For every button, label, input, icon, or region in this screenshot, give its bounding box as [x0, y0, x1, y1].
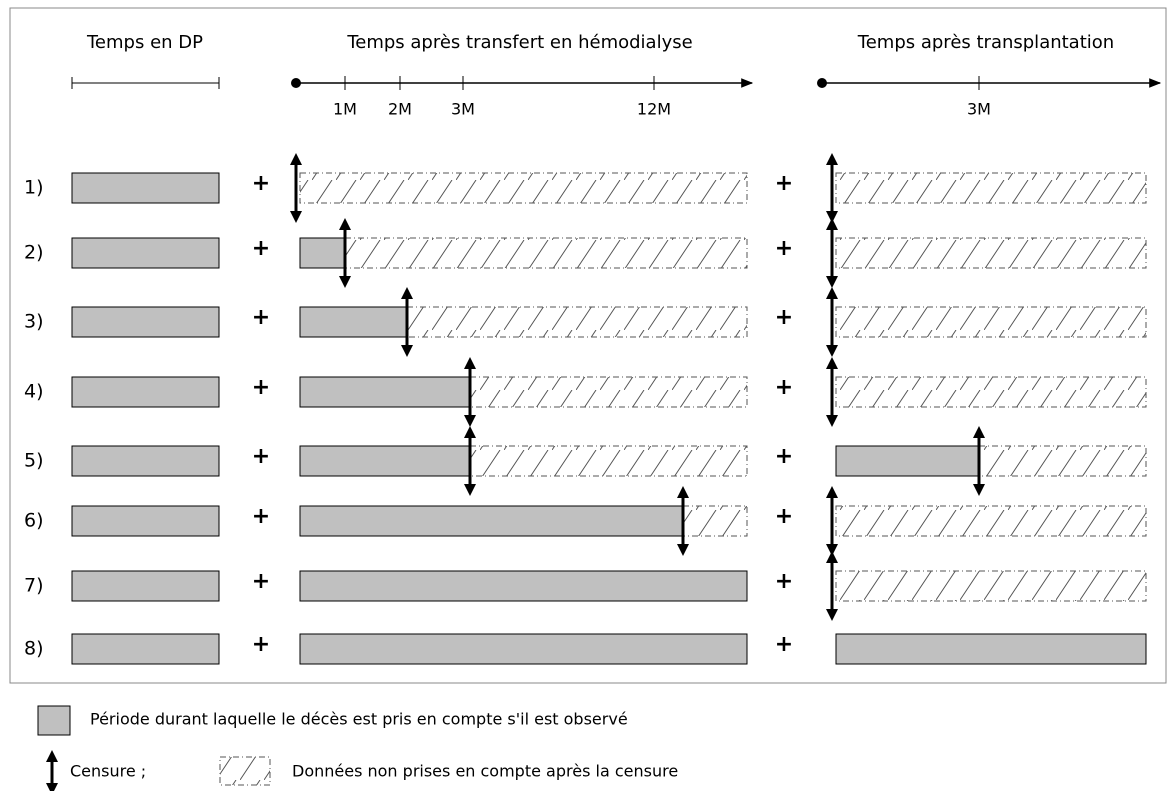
legend-text: Données non prises en compte après la ce… [292, 762, 678, 781]
operator: + [775, 171, 793, 196]
ignored-bar [978, 445, 1147, 477]
header: Temps en DP [86, 32, 203, 53]
dp-bar [71, 445, 220, 477]
tx-axis [817, 78, 1162, 88]
operator: + [252, 236, 270, 261]
dp-bar [71, 172, 220, 204]
ignored-bar [835, 237, 1147, 269]
row-label: 4) [24, 381, 44, 403]
row-label: 6) [24, 510, 44, 532]
ignored-bar [682, 505, 748, 537]
operator: + [252, 375, 270, 400]
observed-bar [299, 445, 471, 477]
operator: + [775, 305, 793, 330]
operator: + [252, 632, 270, 657]
ignored-bar [835, 172, 1147, 204]
operator: + [252, 171, 270, 196]
dp-bar [71, 306, 220, 338]
operator: + [775, 632, 793, 657]
row-label: 3) [24, 311, 44, 333]
tick-label: 3M [967, 100, 991, 119]
operator: + [252, 504, 270, 529]
tick-label: 1M [333, 100, 357, 119]
ignored-bar [835, 505, 1147, 537]
ignored-bar [469, 376, 748, 408]
operator: + [775, 236, 793, 261]
dp-interval [71, 77, 220, 89]
row-label: 8) [24, 638, 44, 660]
operator: + [775, 375, 793, 400]
header: Temps après transfert en hémodialyse [346, 32, 692, 53]
ignored-bar [835, 306, 1147, 338]
row-label: 5) [24, 450, 44, 472]
tick-label: 3M [451, 100, 475, 119]
observed-bar [835, 633, 1147, 665]
ignored-bar [835, 570, 1147, 602]
ignored-bar [344, 237, 748, 269]
observed-bar [299, 570, 748, 602]
row-label: 7) [24, 575, 44, 597]
ignored-bar [406, 306, 748, 338]
observed-bar [835, 445, 980, 477]
operator: + [775, 569, 793, 594]
dp-bar [71, 505, 220, 537]
observed-bar [299, 306, 408, 338]
operator: + [775, 504, 793, 529]
legend-grey [37, 705, 71, 736]
tick-label: 2M [388, 100, 412, 119]
dp-bar [71, 633, 220, 665]
ignored-bar [835, 376, 1147, 408]
operator: + [252, 305, 270, 330]
observed-bar [299, 633, 748, 665]
hd-axis [291, 78, 754, 88]
operator: + [252, 569, 270, 594]
observed-bar [299, 237, 346, 269]
dp-bar [71, 570, 220, 602]
legend-text: Censure ; [70, 762, 146, 781]
observed-bar [299, 505, 684, 537]
header: Temps après transplantation [857, 32, 1114, 53]
tick-label: 12M [637, 100, 671, 119]
row-label: 1) [24, 177, 44, 199]
frame [9, 7, 1167, 684]
ignored-bar [469, 445, 748, 477]
dp-bar [71, 376, 220, 408]
ignored-bar [299, 172, 748, 204]
operator: + [775, 444, 793, 469]
legend-text: Période durant laquelle le décès est pri… [90, 710, 628, 729]
row-label: 2) [24, 242, 44, 264]
dp-bar [71, 237, 220, 269]
operator: + [252, 444, 270, 469]
legend-hatch [219, 756, 271, 786]
observed-bar [299, 376, 471, 408]
